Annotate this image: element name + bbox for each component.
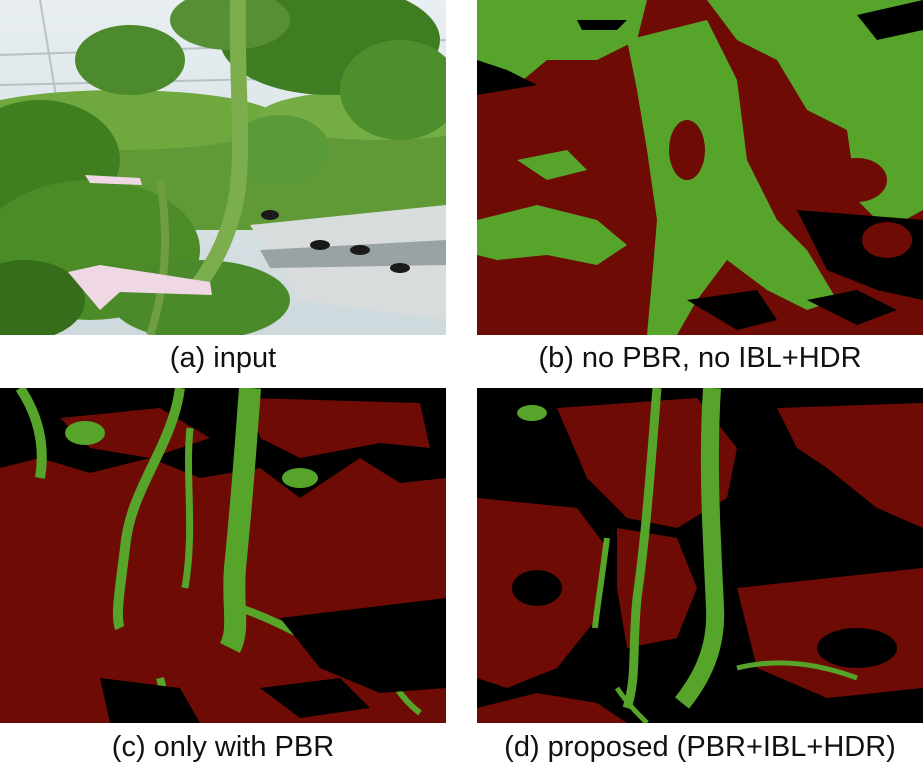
greenhouse-photo-image bbox=[0, 0, 446, 335]
mask-no-pbr bbox=[477, 0, 923, 335]
caption-no-pbr: (b) no PBR, no IBL+HDR bbox=[538, 342, 862, 374]
segmentation-mask-c bbox=[0, 388, 446, 723]
input-photo bbox=[0, 0, 446, 335]
segmentation-mask-b bbox=[477, 0, 923, 335]
caption-proposed: (d) proposed (PBR+IBL+HDR) bbox=[504, 731, 896, 763]
mask-only-pbr bbox=[0, 388, 446, 723]
mask-proposed bbox=[477, 388, 923, 723]
caption-input: (a) input bbox=[169, 342, 277, 374]
caption-only-pbr: (c) only with PBR bbox=[111, 731, 335, 763]
segmentation-mask-d bbox=[477, 388, 923, 723]
